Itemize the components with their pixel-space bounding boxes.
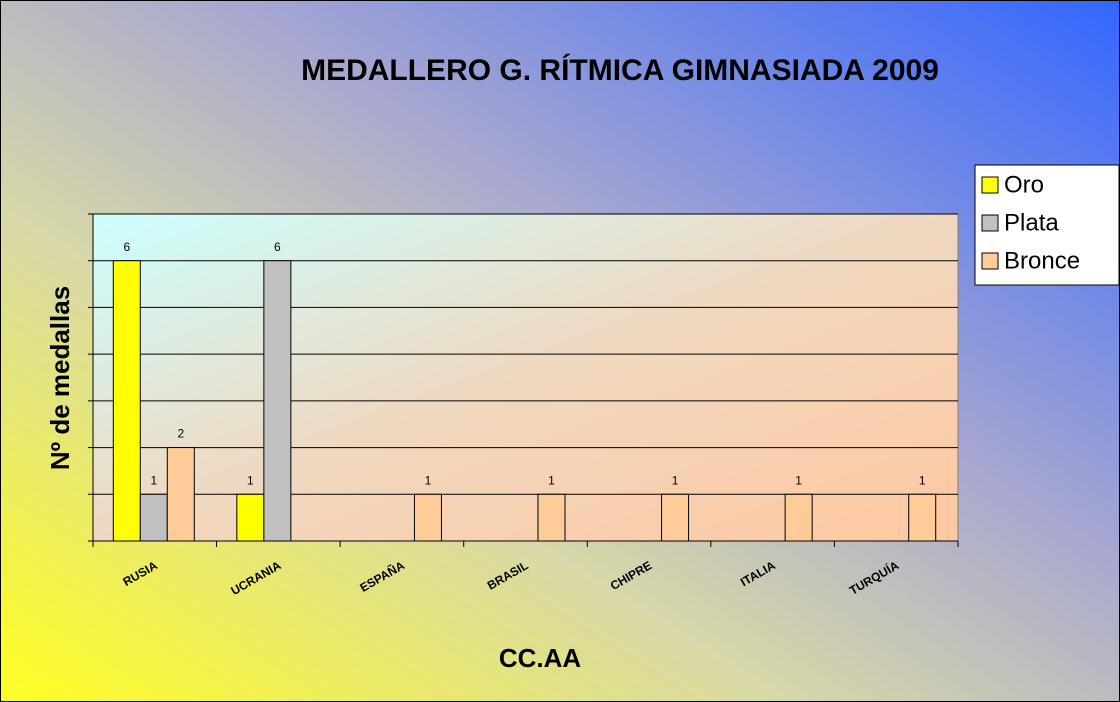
legend-swatch xyxy=(981,214,999,232)
bar xyxy=(139,493,168,542)
bar xyxy=(908,493,937,542)
plot-area xyxy=(92,213,959,542)
value-label: 6 xyxy=(123,240,130,254)
legend-label: Bronce xyxy=(1004,247,1080,274)
bar xyxy=(784,493,813,542)
bar xyxy=(661,493,690,542)
bar xyxy=(263,260,292,542)
legend xyxy=(974,164,1120,286)
value-label: 6 xyxy=(274,240,281,254)
x-axis-label: CC.AA xyxy=(499,643,582,673)
legend-label: Oro xyxy=(1004,171,1044,198)
bar xyxy=(166,447,195,542)
value-label: 1 xyxy=(919,473,926,487)
value-label: 2 xyxy=(177,427,184,441)
legend-label: Plata xyxy=(1004,209,1059,236)
bar xyxy=(236,493,265,542)
bar xyxy=(413,493,442,542)
chart-title: MEDALLERO G. RÍTMICA GIMNASIADA 2009 xyxy=(301,53,939,87)
bar xyxy=(112,260,141,542)
value-label: 1 xyxy=(150,473,157,487)
bar xyxy=(537,493,566,542)
value-label: 1 xyxy=(672,473,679,487)
value-label: 1 xyxy=(548,473,555,487)
legend-swatch xyxy=(981,252,999,270)
value-label: 1 xyxy=(247,473,254,487)
y-axis-label: Nº de medallas xyxy=(45,286,75,470)
legend-swatch xyxy=(981,176,999,194)
value-label: 1 xyxy=(795,473,802,487)
value-label: 1 xyxy=(425,473,432,487)
